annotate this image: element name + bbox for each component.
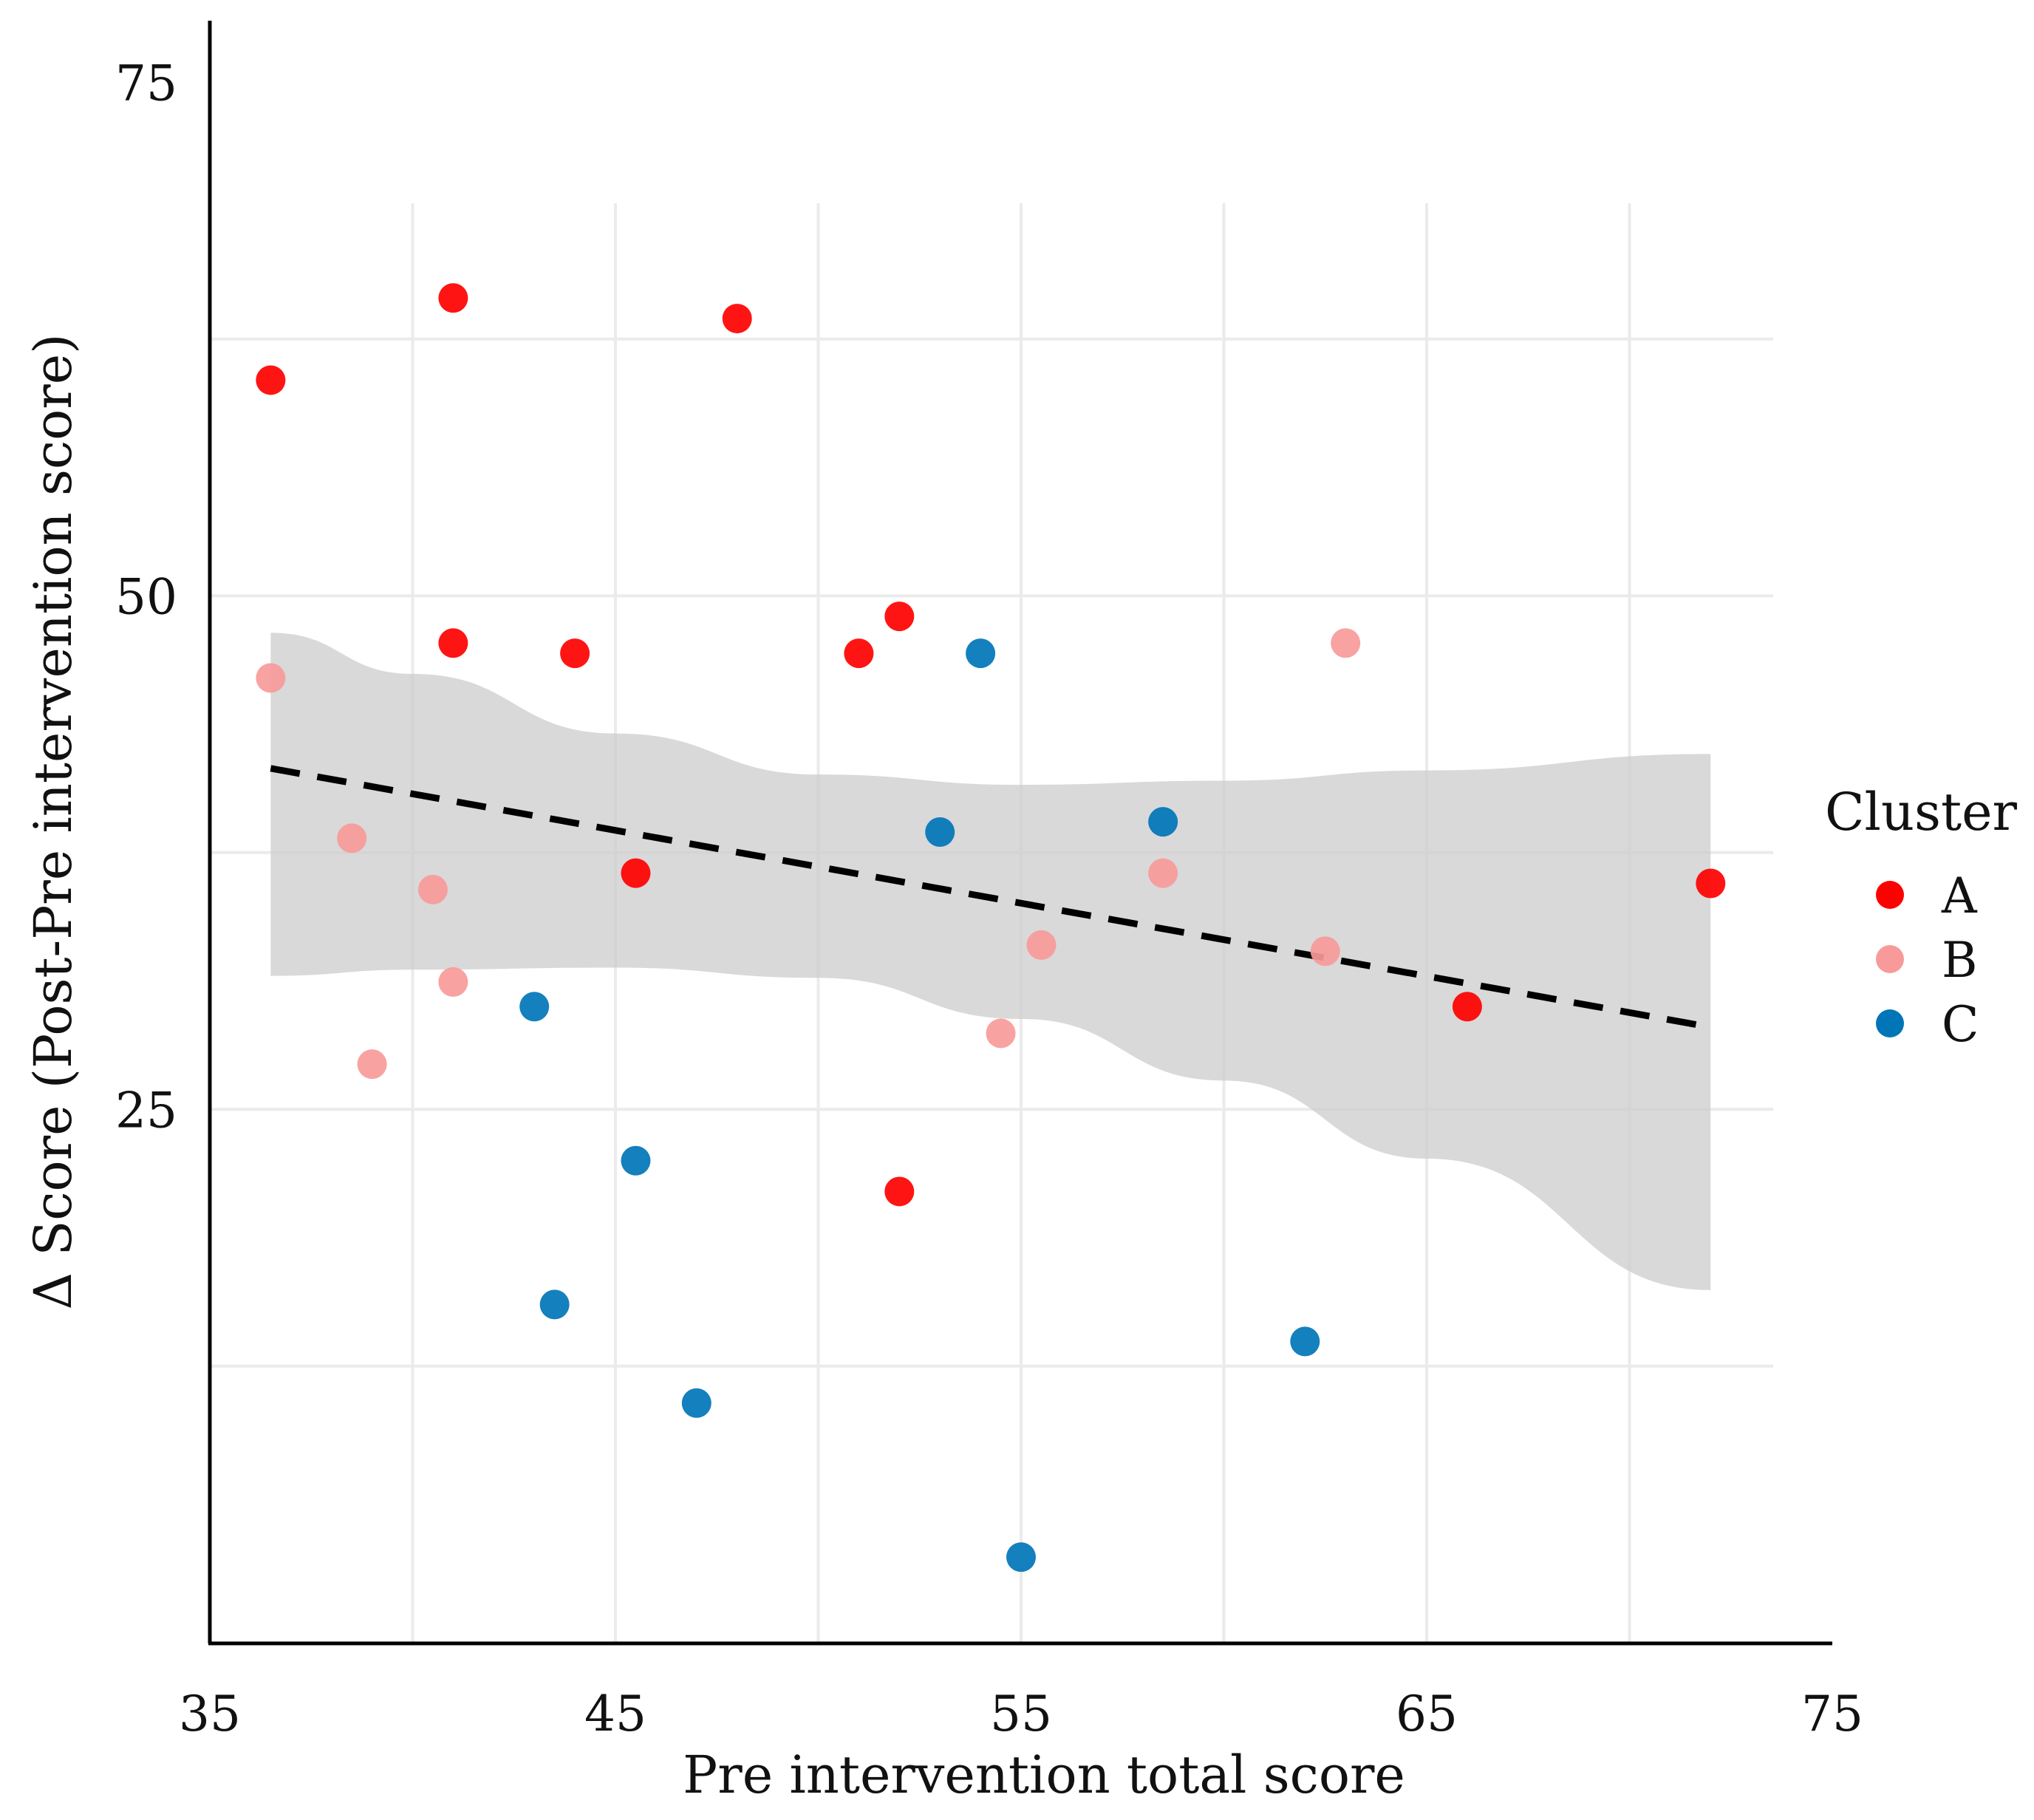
data-point-b	[986, 1018, 1016, 1049]
data-point-a	[256, 365, 286, 395]
data-point-b	[357, 1049, 387, 1080]
data-point-c	[519, 992, 550, 1022]
confidence-band-layer	[270, 633, 1711, 1290]
confidence-band	[270, 633, 1711, 1290]
data-point-b	[1331, 628, 1361, 658]
data-point-a	[1452, 992, 1482, 1022]
data-point-a	[621, 858, 651, 888]
x-axis-title: Pre intervention total score	[683, 1745, 1405, 1805]
y-tick-label: 75	[115, 55, 177, 112]
data-point-c	[966, 638, 996, 669]
data-point-a	[560, 638, 590, 669]
data-point-c	[539, 1289, 570, 1320]
legend-swatch-c	[1876, 1009, 1904, 1037]
y-tick-label: 25	[115, 1082, 177, 1139]
data-points-layer	[256, 283, 1726, 1572]
data-point-b	[337, 823, 367, 853]
data-point-b	[1148, 858, 1178, 888]
data-point-c	[1290, 1326, 1320, 1357]
x-tick-label: 35	[179, 1686, 241, 1742]
legend-title: Cluster	[1825, 782, 2018, 842]
data-point-a	[722, 304, 752, 334]
data-point-c	[925, 817, 955, 847]
legend-label-b: B	[1942, 932, 1978, 989]
data-point-a	[1696, 868, 1726, 899]
tick-labels: 35 45 55 65 75 25 50 75	[115, 55, 1863, 1742]
x-tick-label: 75	[1801, 1686, 1863, 1742]
data-point-c	[681, 1388, 711, 1418]
legend-swatch-a	[1876, 881, 1904, 909]
x-tick-label: 65	[1396, 1686, 1458, 1742]
data-point-b	[256, 663, 286, 693]
data-point-a	[438, 628, 468, 658]
data-point-c	[621, 1145, 651, 1176]
data-point-a	[438, 283, 468, 313]
data-point-b	[417, 874, 448, 904]
data-point-b	[438, 967, 468, 997]
trend-line-layer	[270, 765, 1712, 1031]
y-axis-title: Δ Score (Post-Pre intervention score)	[23, 334, 83, 1310]
data-point-b	[1310, 936, 1340, 967]
data-point-a	[884, 1176, 915, 1207]
x-tick-label: 55	[990, 1686, 1052, 1742]
data-point-c	[1006, 1542, 1036, 1572]
regression-line	[270, 765, 1712, 1031]
data-point-a	[844, 638, 874, 669]
x-tick-label: 45	[584, 1686, 646, 1742]
legend-label-c: C	[1942, 996, 1979, 1053]
data-point-c	[1148, 807, 1178, 837]
data-point-b	[1026, 930, 1057, 960]
y-tick-label: 50	[115, 568, 177, 625]
legend-swatch-b	[1876, 945, 1904, 973]
legend: Cluster ABC	[1825, 782, 2018, 1053]
axes	[208, 21, 1832, 1646]
legend-label-a: A	[1941, 868, 1978, 924]
data-point-a	[884, 601, 915, 632]
